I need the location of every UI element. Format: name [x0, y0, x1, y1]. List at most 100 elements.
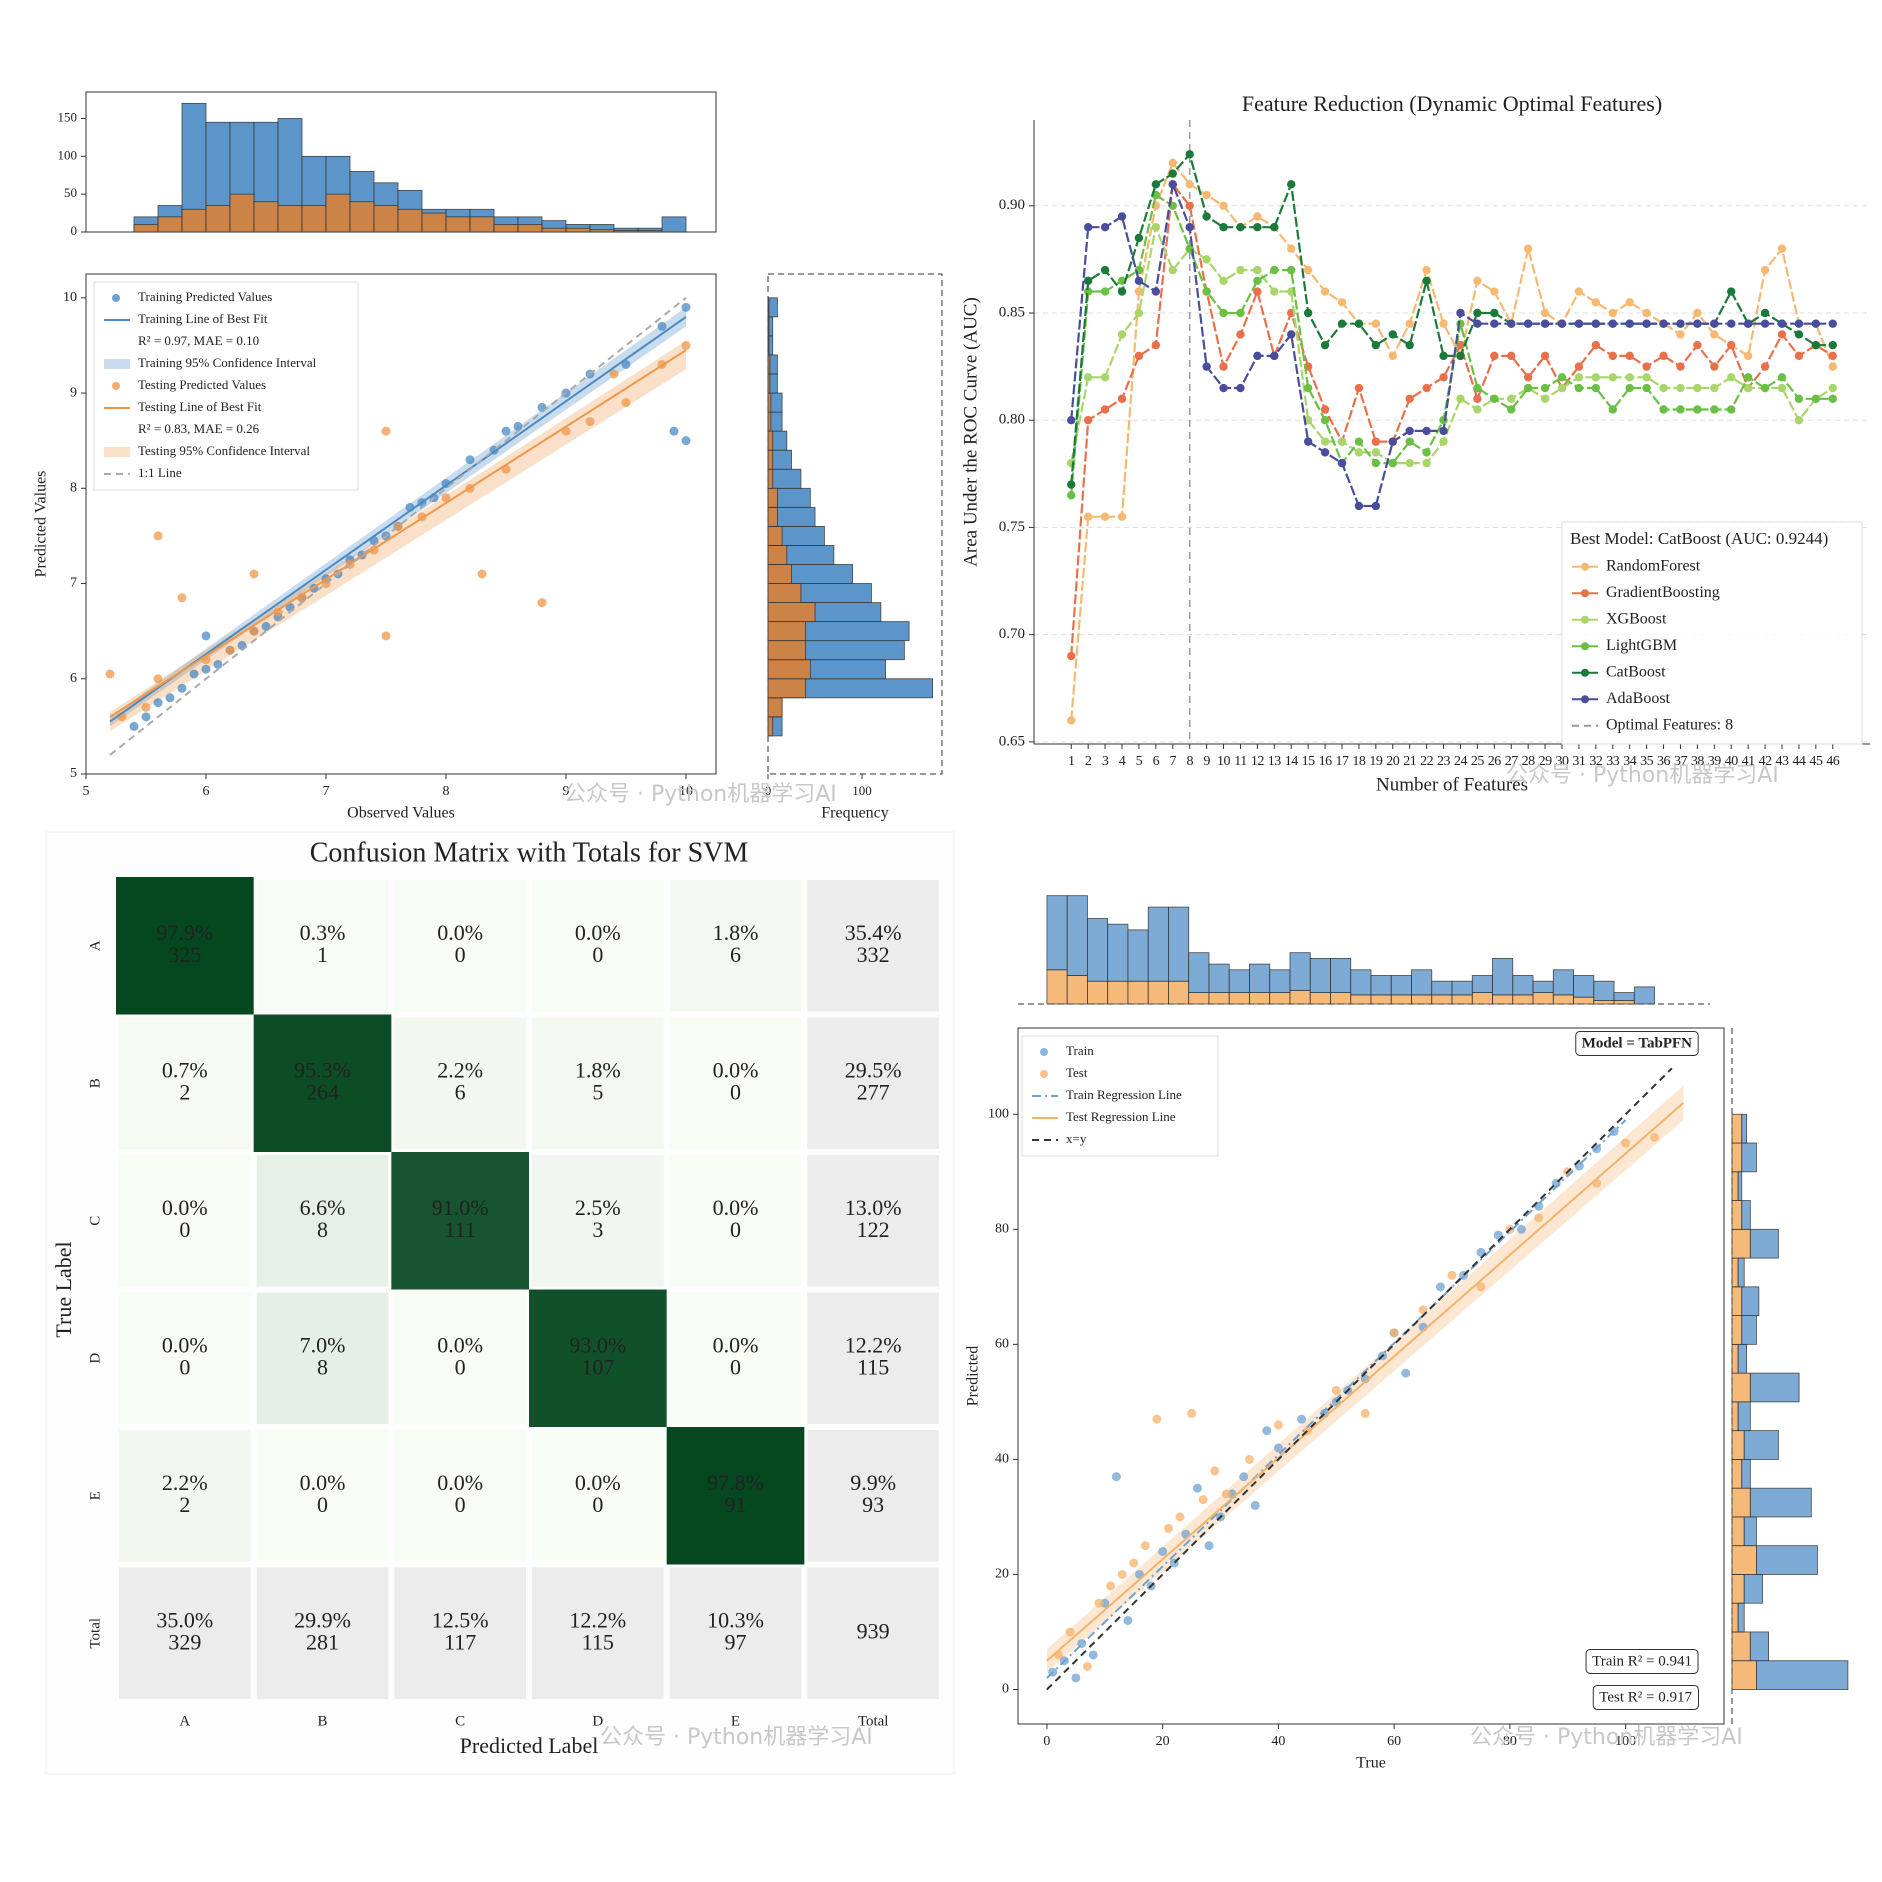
hist-bar	[349, 201, 375, 233]
hist-bar	[767, 697, 783, 718]
point	[1065, 1627, 1075, 1637]
series-marker	[1456, 394, 1465, 403]
x-tick-label: 15	[1302, 754, 1316, 769]
point	[249, 626, 259, 636]
y-tick-label: 0.70	[999, 626, 1025, 642]
cell-percent: 0.0%	[162, 1195, 208, 1220]
series-marker	[1777, 383, 1787, 393]
series-marker	[1574, 319, 1584, 328]
hist-bar	[767, 316, 770, 337]
series-marker	[1574, 362, 1584, 371]
series-marker	[1100, 223, 1110, 232]
series-marker	[1473, 405, 1482, 414]
cell-percent: 29.5%	[845, 1057, 902, 1082]
series-marker	[1303, 437, 1313, 446]
cell-count: 0	[179, 1217, 190, 1242]
series-marker	[1185, 150, 1194, 159]
hist-bar	[541, 227, 567, 233]
annotation-box	[1575, 1030, 1699, 1056]
series-marker	[1354, 383, 1364, 393]
hist-bar	[1743, 1430, 1779, 1460]
series-marker	[1067, 491, 1076, 500]
series-marker	[1219, 362, 1228, 371]
cell-count: 2	[179, 1079, 190, 1104]
series-marker	[1219, 383, 1228, 393]
series-marker	[1743, 351, 1753, 361]
legend-label: Training Predicted Values	[138, 289, 272, 304]
cell-percent: 0.0%	[575, 920, 621, 945]
series-marker	[1303, 308, 1313, 318]
cell-percent: 0.0%	[713, 1195, 759, 1220]
hist-bar	[1431, 994, 1453, 1005]
hist-bar	[1741, 1286, 1760, 1317]
x-axis-label: Observed Values	[347, 805, 455, 822]
hist-bar	[637, 230, 663, 233]
point	[1297, 1414, 1307, 1424]
series-marker	[1507, 394, 1516, 403]
hist-bar	[589, 229, 615, 233]
series-marker	[1642, 308, 1651, 318]
series-marker	[1219, 276, 1228, 286]
series-marker	[1100, 405, 1110, 414]
series-marker	[1303, 383, 1313, 393]
hist-bar	[1743, 1574, 1763, 1604]
point	[1106, 1581, 1116, 1591]
hist-bar	[1741, 1142, 1757, 1173]
x-tick-label: C	[455, 1713, 465, 1729]
x-tick-label: 39	[1708, 754, 1722, 769]
point	[129, 721, 139, 731]
series-marker	[1354, 319, 1364, 328]
point	[105, 669, 115, 679]
series-marker	[1439, 426, 1448, 436]
legend-marker	[112, 294, 120, 302]
hist-bar	[767, 602, 816, 623]
series-marker	[1117, 212, 1127, 221]
series-marker	[1354, 501, 1364, 511]
series-marker	[1388, 351, 1397, 361]
series-marker	[1083, 416, 1093, 425]
cell	[391, 1152, 529, 1290]
cell	[807, 1017, 939, 1149]
series-marker	[1219, 201, 1228, 210]
series-marker	[1405, 458, 1414, 468]
series-marker	[1151, 340, 1161, 350]
hist-bar	[767, 716, 774, 737]
x-tick-label: 29	[1539, 754, 1553, 769]
point	[153, 531, 163, 541]
y-tick-label: D	[87, 1353, 103, 1364]
point	[1187, 1408, 1197, 1418]
hist-bar	[1593, 1000, 1615, 1005]
point	[1239, 1472, 1249, 1482]
legend-marker	[112, 382, 120, 390]
x-tick-label: 20	[1156, 1734, 1170, 1749]
point	[381, 426, 391, 436]
legend-label: R² = 0.97, MAE = 0.10	[138, 333, 259, 348]
legend-label: XGBoost	[1606, 610, 1667, 627]
hist-bar	[661, 216, 687, 233]
hist-bar	[1731, 1142, 1743, 1173]
hist-bar	[1046, 895, 1068, 971]
x-tick-label: 44	[1792, 754, 1806, 769]
cell-percent: 0.0%	[300, 1470, 346, 1495]
hist-bar	[1492, 994, 1514, 1005]
legend-label: Training Line of Best Fit	[138, 311, 268, 326]
y-tick-label: C	[87, 1216, 103, 1226]
series-marker	[1591, 298, 1601, 307]
series-marker	[1371, 501, 1381, 511]
hist-bar	[1737, 1401, 1751, 1432]
series-marker	[1828, 383, 1837, 393]
cell-count: 325	[168, 942, 201, 967]
plot-frame	[1017, 1027, 1725, 1725]
cell	[532, 1430, 664, 1562]
x-tick-label: 18	[1352, 754, 1366, 769]
legend-marker	[1581, 589, 1589, 598]
fit-line	[109, 316, 687, 723]
hist-bar	[517, 224, 543, 233]
hist-bar	[1749, 1631, 1770, 1662]
series-marker	[1405, 394, 1414, 403]
series-marker	[1439, 351, 1448, 361]
point	[1094, 1598, 1104, 1608]
point	[141, 702, 151, 712]
cell-count: 93	[862, 1492, 884, 1517]
hist-bar	[767, 297, 770, 318]
